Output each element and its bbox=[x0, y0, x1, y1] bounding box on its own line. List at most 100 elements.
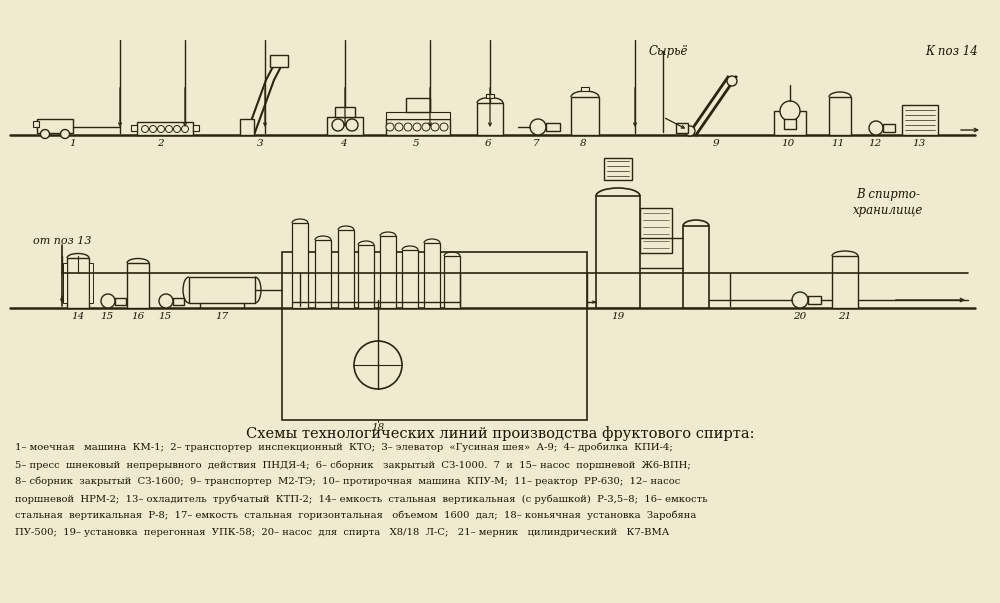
Bar bbox=[89, 263, 93, 303]
Text: 19: 19 bbox=[611, 312, 625, 321]
Text: Сырьё: Сырьё bbox=[648, 45, 688, 58]
Bar bbox=[424, 243, 440, 308]
Circle shape bbox=[431, 123, 439, 131]
Bar bbox=[315, 240, 331, 308]
Bar bbox=[282, 252, 587, 420]
Circle shape bbox=[354, 341, 402, 389]
Bar bbox=[67, 258, 89, 308]
Bar bbox=[883, 124, 895, 132]
Bar bbox=[63, 263, 67, 303]
Bar bbox=[402, 250, 418, 308]
Circle shape bbox=[332, 119, 344, 131]
Text: стальная  вертикальная  Р-8;  17– емкость  стальная  горизонтальная   объемом  1: стальная вертикальная Р-8; 17– емкость с… bbox=[15, 511, 696, 520]
Bar bbox=[676, 123, 688, 133]
Text: 8: 8 bbox=[580, 139, 586, 148]
Bar bbox=[784, 119, 796, 129]
Circle shape bbox=[404, 123, 412, 131]
Circle shape bbox=[40, 130, 50, 139]
Text: от поз 13: от поз 13 bbox=[33, 236, 92, 246]
Text: 10: 10 bbox=[781, 139, 795, 148]
Text: 6: 6 bbox=[485, 139, 491, 148]
Bar bbox=[338, 230, 354, 308]
Bar bbox=[380, 236, 396, 308]
Bar bbox=[406, 98, 430, 112]
Text: 11: 11 bbox=[831, 139, 845, 148]
Text: 1– моечная   машина  КМ-1;  2– транспортер  инспекционный  КТО;  3– элеватор  «Г: 1– моечная машина КМ-1; 2– транспортер и… bbox=[15, 443, 673, 452]
Text: 20: 20 bbox=[793, 312, 807, 321]
Bar bbox=[571, 97, 599, 135]
Bar bbox=[173, 298, 184, 305]
Text: 17: 17 bbox=[215, 312, 229, 321]
Circle shape bbox=[413, 123, 421, 131]
Text: 5: 5 bbox=[413, 139, 419, 148]
Text: 15: 15 bbox=[100, 312, 114, 321]
Bar bbox=[193, 125, 199, 131]
Bar bbox=[327, 117, 363, 135]
Text: В спирто-: В спирто- bbox=[856, 188, 920, 201]
Circle shape bbox=[530, 119, 546, 135]
Bar bbox=[581, 87, 589, 91]
Bar bbox=[486, 94, 494, 98]
Text: 12: 12 bbox=[868, 139, 882, 148]
Circle shape bbox=[150, 125, 156, 133]
Bar bbox=[774, 111, 806, 135]
Text: 16: 16 bbox=[131, 312, 145, 321]
Circle shape bbox=[440, 123, 448, 131]
Bar bbox=[829, 97, 851, 135]
Text: К поз 14: К поз 14 bbox=[926, 45, 978, 58]
Text: 5– пресс  шнековый  непрерывного  действия  ПНДЯ-4;  6– сборник   закрытый  СЗ-1: 5– пресс шнековый непрерывного действия … bbox=[15, 460, 691, 470]
Circle shape bbox=[395, 123, 403, 131]
Circle shape bbox=[101, 294, 115, 308]
Text: 8– сборник  закрытый  СЗ-1600;  9– транспортер  М2-ТЭ;  10– протирочная  машина : 8– сборник закрытый СЗ-1600; 9– транспор… bbox=[15, 477, 680, 487]
Text: 21: 21 bbox=[838, 312, 852, 321]
Circle shape bbox=[346, 119, 358, 131]
Bar bbox=[131, 125, 137, 131]
Bar bbox=[596, 196, 640, 308]
Bar bbox=[270, 55, 288, 67]
Circle shape bbox=[386, 123, 394, 131]
Bar bbox=[127, 263, 149, 308]
Bar bbox=[33, 121, 39, 127]
Circle shape bbox=[60, 130, 70, 139]
Text: Схемы технологических линий производства фруктового спирта:: Схемы технологических линий производства… bbox=[246, 426, 754, 441]
Bar bbox=[386, 112, 450, 119]
Bar bbox=[37, 119, 73, 133]
Text: 3: 3 bbox=[257, 139, 263, 148]
Bar bbox=[335, 107, 355, 117]
Circle shape bbox=[422, 123, 430, 131]
Text: 14: 14 bbox=[71, 312, 85, 321]
Circle shape bbox=[174, 125, 180, 133]
Circle shape bbox=[158, 125, 164, 133]
Bar bbox=[683, 226, 709, 308]
Circle shape bbox=[727, 76, 737, 86]
Bar bbox=[386, 119, 450, 135]
Text: хранилище: хранилище bbox=[853, 204, 923, 217]
Text: 2: 2 bbox=[157, 139, 163, 148]
Text: ПУ-500;  19– установка  перегонная  УПК-58;  20– насос  для  спирта   Х8/18  Л-С: ПУ-500; 19– установка перегонная УПК-58;… bbox=[15, 528, 669, 537]
Bar bbox=[240, 119, 254, 135]
Bar bbox=[604, 158, 632, 180]
Bar bbox=[546, 123, 560, 131]
Bar bbox=[189, 277, 255, 303]
Text: поршневой  НРМ-2;  13– охладитель  трубчатый  КТП-2;  14– емкость  стальная  вер: поршневой НРМ-2; 13– охладитель трубчаты… bbox=[15, 494, 708, 504]
Text: 9: 9 bbox=[713, 139, 719, 148]
Text: 15: 15 bbox=[158, 312, 172, 321]
Circle shape bbox=[869, 121, 883, 135]
Bar bbox=[358, 245, 374, 308]
Circle shape bbox=[166, 125, 173, 133]
Text: 18: 18 bbox=[371, 423, 385, 432]
Circle shape bbox=[780, 101, 800, 121]
Circle shape bbox=[685, 126, 695, 136]
Circle shape bbox=[159, 294, 173, 308]
Text: 4: 4 bbox=[340, 139, 346, 148]
Text: 7: 7 bbox=[533, 139, 539, 148]
Bar bbox=[115, 298, 126, 305]
Bar bbox=[902, 105, 938, 135]
Bar bbox=[808, 296, 821, 304]
Circle shape bbox=[142, 125, 148, 133]
Bar bbox=[292, 223, 308, 308]
Bar bbox=[444, 256, 460, 308]
Bar bbox=[640, 208, 672, 253]
Text: 13: 13 bbox=[912, 139, 926, 148]
Text: 1: 1 bbox=[70, 139, 76, 148]
